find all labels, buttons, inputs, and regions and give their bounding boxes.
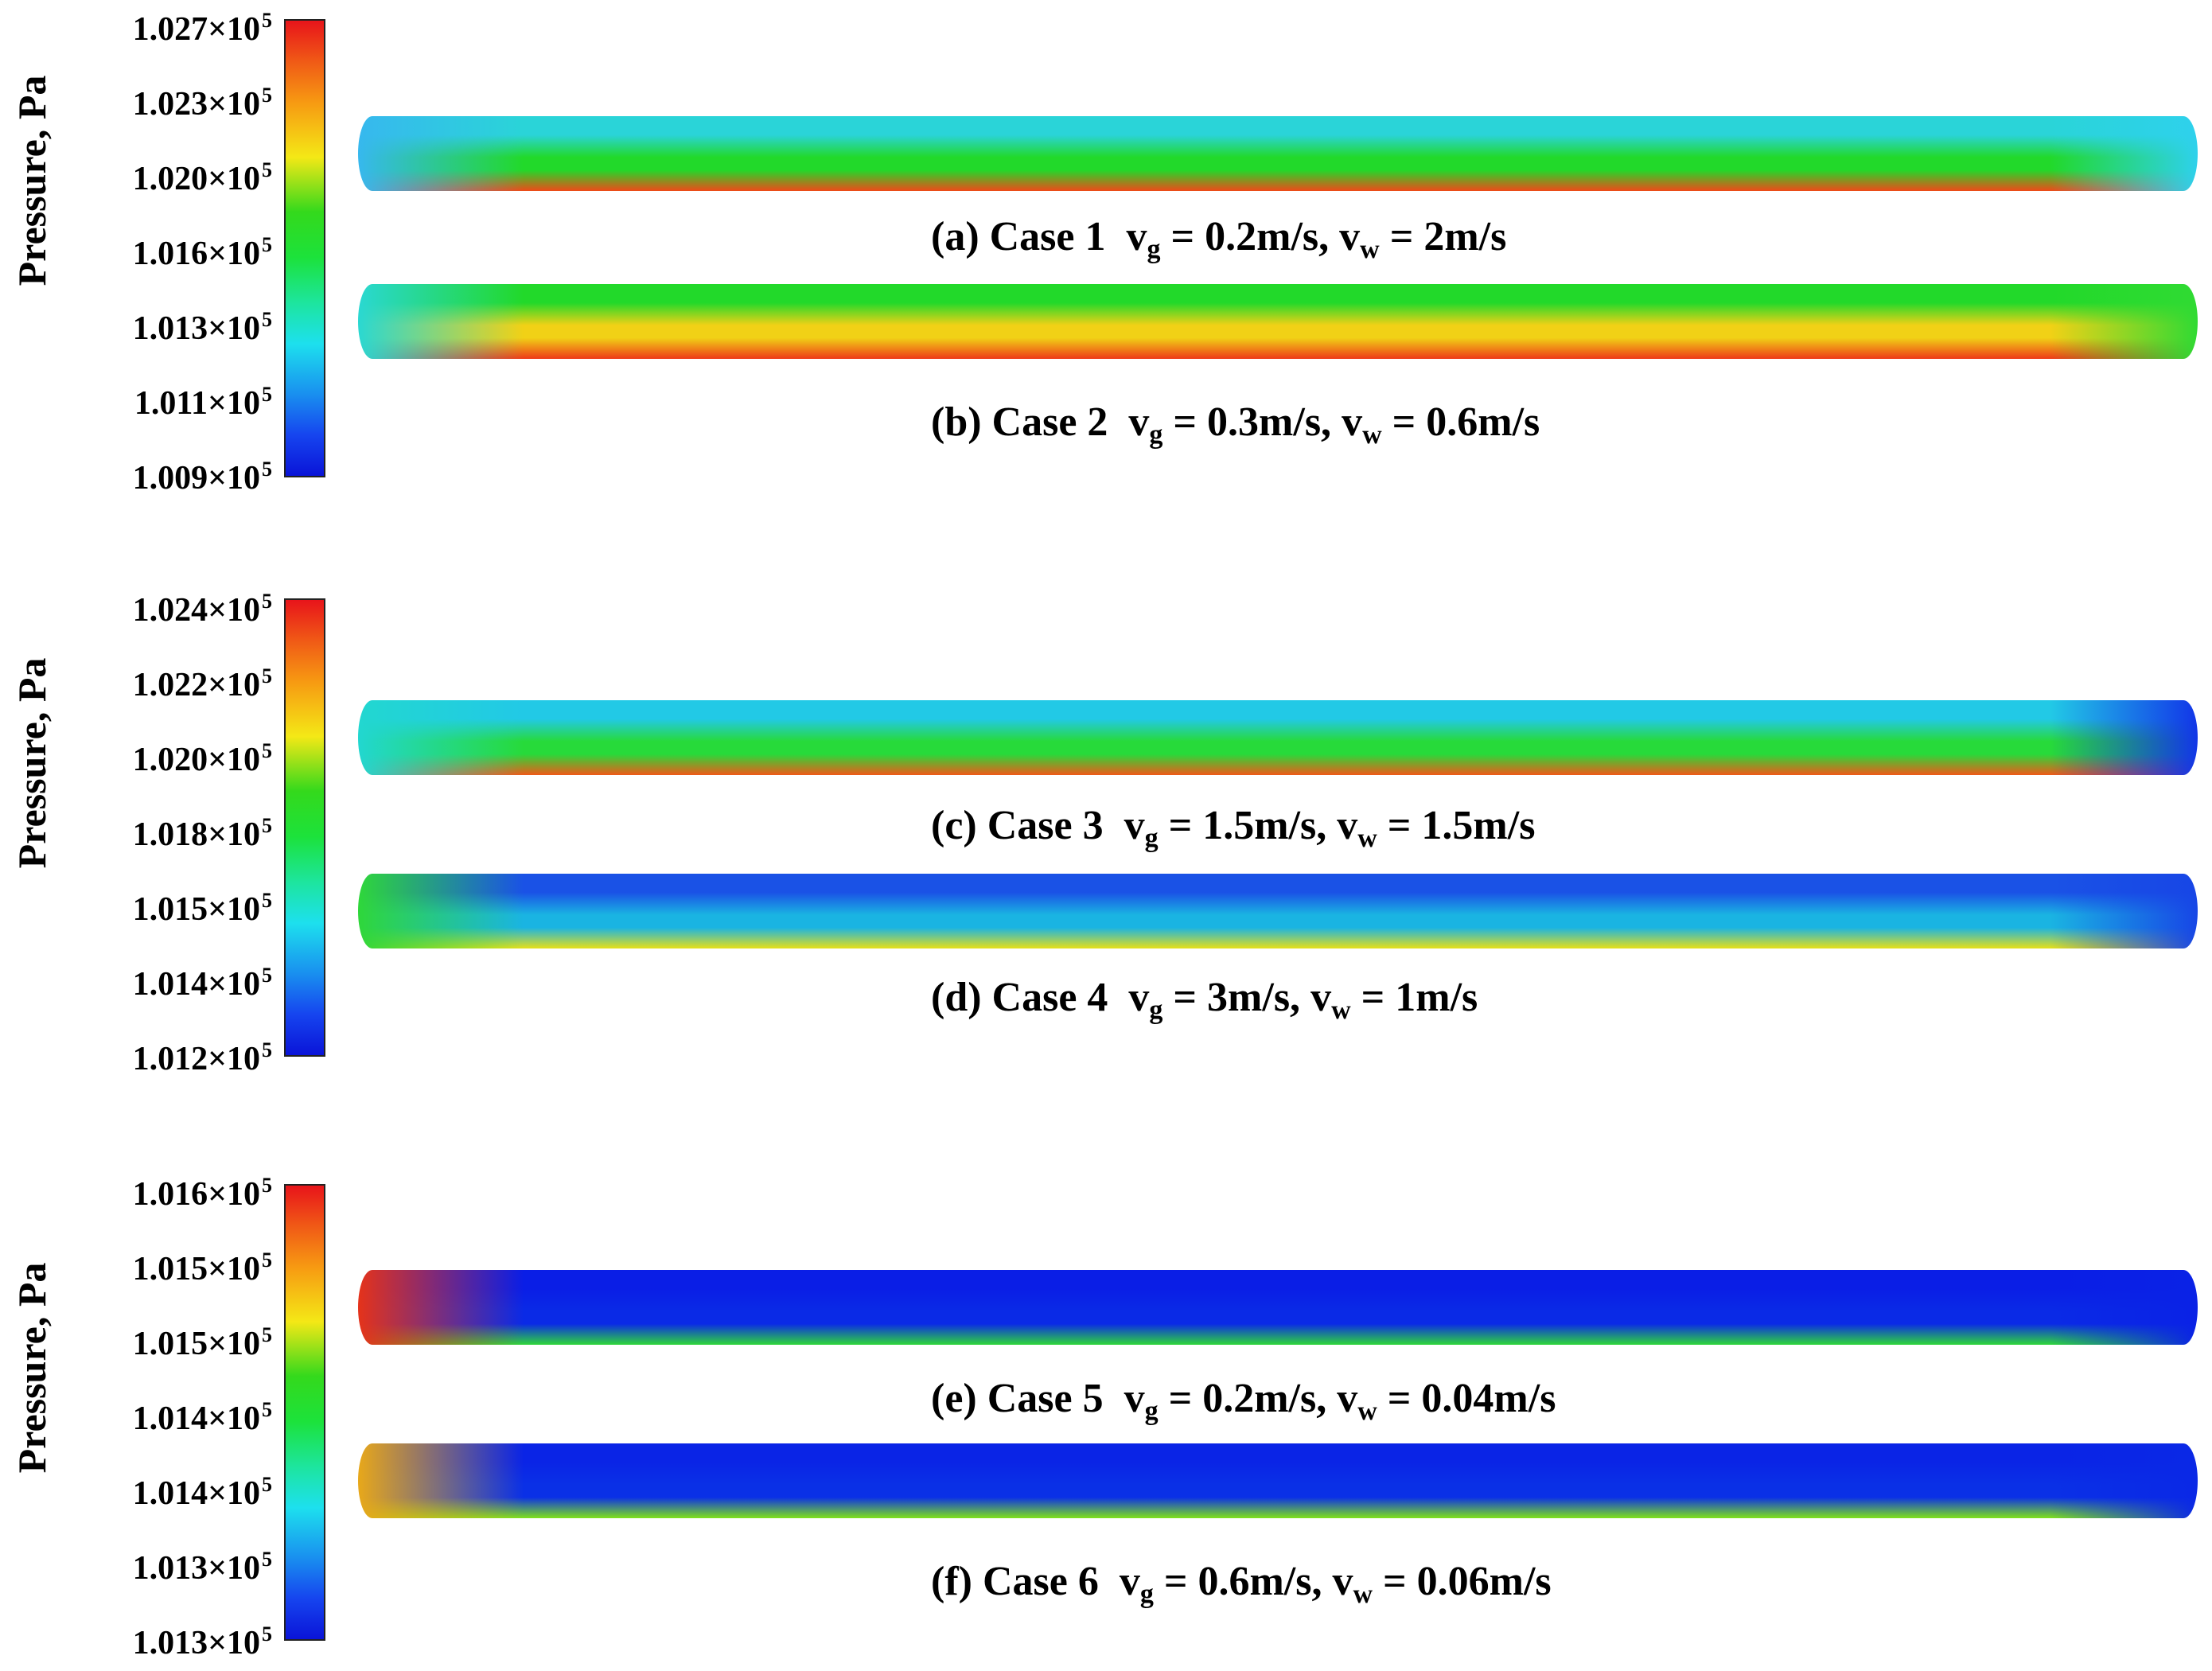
colorbar-tick: 1.022×105 [132,664,272,703]
colorbar-tick: 1.024×105 [132,590,272,629]
colorbar-tick: 1.016×105 [132,1174,272,1213]
colorbar-tick: 1.014×105 [132,964,272,1003]
colorbar-tick: 1.013×105 [132,1548,272,1587]
colorbar-tick: 1.016×105 [132,233,272,272]
panel-caption: (f) Case 6 vg = 0.6m/s, vw = 0.06m/s [931,1559,1552,1609]
colorbar [284,598,325,1057]
panel-caption: (a) Case 1 vg = 0.2m/s, vw = 2m/s [931,214,1507,264]
colorbar-label: Pressure, Pa [10,1262,54,1474]
colorbar-tick: 1.013×105 [132,1622,272,1661]
colorbar-tick: 1.020×105 [132,158,272,197]
colorbar-tick: 1.020×105 [132,739,272,778]
panel-caption: (d) Case 4 vg = 3m/s, vw = 1m/s [931,975,1478,1025]
panel-caption: (b) Case 2 vg = 0.3m/s, vw = 0.6m/s [931,399,1540,450]
colorbar-tick: 1.015×105 [132,1248,272,1287]
colorbar-tick: 1.015×105 [132,889,272,928]
colorbar-tick: 1.014×105 [132,1398,272,1437]
panel-caption: (e) Case 5 vg = 0.2m/s, vw = 0.04m/s [931,1376,1556,1426]
colorbar-tick: 1.018×105 [132,814,272,853]
colorbar-label: Pressure, Pa [10,657,54,869]
colorbar-tick: 1.009×105 [132,458,272,497]
pressure-contour-pipe [358,1270,2198,1345]
pressure-contour-pipe [358,1443,2198,1518]
panel-caption: (c) Case 3 vg = 1.5m/s, vw = 1.5m/s [931,803,1536,853]
pressure-contour-pipe [358,116,2198,191]
colorbar-tick: 1.027×105 [132,9,272,48]
colorbar [284,19,325,477]
colorbar-tick: 1.011×105 [134,383,272,422]
pressure-contour-pipe [358,284,2198,359]
colorbar-tick: 1.013×105 [132,308,272,347]
colorbar-tick: 1.014×105 [132,1473,272,1512]
colorbar-tick: 1.015×105 [132,1323,272,1362]
colorbar-tick: 1.023×105 [132,84,272,123]
colorbar [284,1184,325,1641]
colorbar-label: Pressure, Pa [10,75,54,286]
pressure-contour-pipe [358,874,2198,948]
pressure-contour-pipe [358,700,2198,775]
colorbar-tick: 1.012×105 [132,1038,272,1077]
